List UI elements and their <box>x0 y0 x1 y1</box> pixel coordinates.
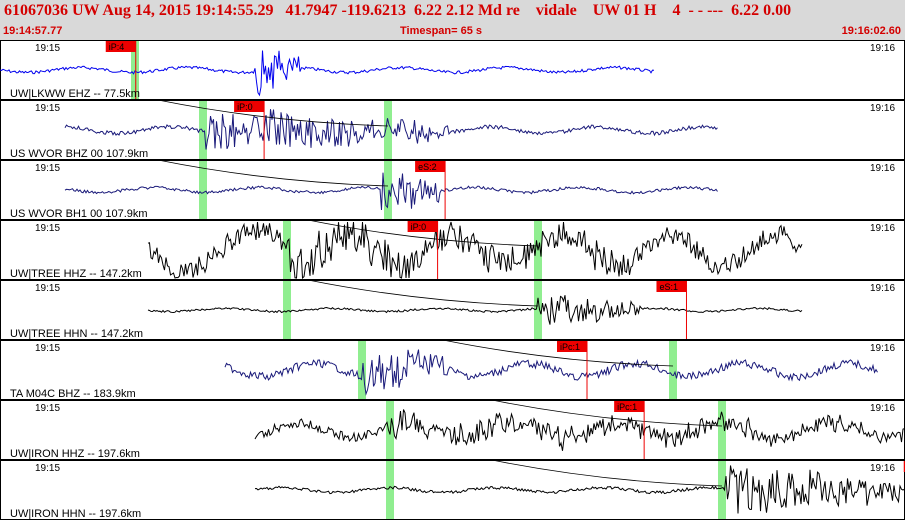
pick-flag <box>105 41 136 52</box>
station-label: UW|TREE HHN -- 147.2km <box>10 328 143 340</box>
pick-window <box>534 281 542 339</box>
start-time: 19:14:57.77 <box>3 25 63 37</box>
phase-pick[interactable]: eS:1 <box>656 281 687 339</box>
pick-window <box>384 101 392 159</box>
station-label: UW|IRON HHN -- 197.6km <box>10 508 141 520</box>
trace-row[interactable]: eS:2 19:15 19:16 UW|IRON HHN -- 197.6km <box>0 459 905 520</box>
right-time-label: 19:16 <box>870 223 895 234</box>
waveform <box>224 349 878 396</box>
travel-time-curve <box>307 219 539 247</box>
waveform <box>64 172 718 211</box>
station-label: US WVOR BHZ 00 107.9km <box>10 148 148 160</box>
pick-flag <box>557 341 587 352</box>
left-time-label: 19:15 <box>35 463 60 474</box>
waveform <box>254 465 905 514</box>
travel-time-curve <box>491 459 723 487</box>
pick-flag <box>407 221 438 232</box>
left-time-label: 19:15 <box>35 283 60 294</box>
pick-window <box>386 461 394 519</box>
pick-label: eS:2 <box>418 162 437 172</box>
right-time-label: 19:16 <box>870 103 895 114</box>
waveform <box>254 409 905 451</box>
trace-row[interactable]: iPc:1 19:15 19:16 UW|IRON HHZ -- 197.6km <box>0 399 905 460</box>
trace-row[interactable]: iP:0 19:15 19:16 UW|TREE HHZ -- 147.2km <box>0 219 905 280</box>
pick-window <box>283 221 291 279</box>
pick-window <box>199 161 207 219</box>
pick-window <box>384 161 392 219</box>
right-time-label: 19:16 <box>870 463 895 474</box>
right-time-label: 19:16 <box>870 343 895 354</box>
right-time-label: 19:16 <box>870 43 895 54</box>
left-time-label: 19:15 <box>35 103 60 114</box>
header-bar: 61067036 UW Aug 14, 2015 19:14:55.29 41.… <box>0 0 905 40</box>
station-label: UW|TREE HHZ -- 147.2km <box>10 268 142 280</box>
pick-label: iP:4 <box>109 42 125 52</box>
travel-time-curve <box>491 399 723 427</box>
pick-label: iP:0 <box>237 102 253 112</box>
pick-window <box>718 461 726 519</box>
pick-window <box>669 341 677 399</box>
event-title: 61067036 UW Aug 14, 2015 19:14:55.29 41.… <box>4 2 792 19</box>
phase-pick[interactable]: iP:0 <box>234 101 265 159</box>
pick-window <box>283 281 291 339</box>
left-time-label: 19:15 <box>35 403 60 414</box>
travel-time-curve <box>442 339 674 367</box>
pick-label: iP:0 <box>411 222 427 232</box>
waveform <box>0 50 655 97</box>
pick-flag <box>656 281 687 292</box>
end-time: 19:16:02.60 <box>841 25 901 37</box>
trace-row[interactable]: iP:4 19:15 19:16 UW|LKWW EHZ -- 77.5km <box>0 40 905 101</box>
travel-time-curve <box>307 279 539 307</box>
timespan-label: Timespan= 65 s <box>400 25 483 37</box>
waveform <box>147 295 803 325</box>
pick-window <box>718 401 726 459</box>
seismogram-panel[interactable]: iP:4 19:15 19:16 UW|LKWW EHZ -- 77.5km iP:0 1… <box>0 40 905 520</box>
pick-flag <box>234 101 265 112</box>
left-time-label: 19:15 <box>35 163 60 174</box>
pick-flag <box>614 401 645 412</box>
travel-time-curve <box>157 99 389 127</box>
trace-row[interactable]: iP:0 19:15 19:16 US WVOR BHZ 00 107.9km <box>0 99 905 160</box>
pick-flag <box>415 161 446 172</box>
phase-pick[interactable]: eS:2 <box>415 161 446 219</box>
waveform <box>147 221 803 280</box>
station-label: TA M04C BHZ -- 183.9km <box>10 388 136 400</box>
pick-window <box>131 41 139 99</box>
left-time-label: 19:15 <box>35 343 60 354</box>
trace-row[interactable]: eS:2 19:15 19:16 US WVOR BH1 00 107.9km <box>0 159 905 220</box>
pick-window <box>199 101 207 159</box>
travel-time-curve <box>157 159 389 187</box>
phase-pick[interactable]: iP:4 <box>105 41 137 99</box>
phase-pick[interactable]: iPc:1 <box>614 401 645 459</box>
pick-label: iPc:1 <box>560 342 580 352</box>
right-time-label: 19:16 <box>870 403 895 414</box>
pick-label: iPc:1 <box>617 402 637 412</box>
right-time-label: 19:16 <box>870 283 895 294</box>
trace-row[interactable]: iPc:1 19:15 19:16 TA M04C BHZ -- 183.9km <box>0 339 905 400</box>
right-time-label: 19:16 <box>870 163 895 174</box>
phase-pick[interactable]: eS:2 <box>903 461 905 519</box>
left-time-label: 19:15 <box>35 43 60 54</box>
station-label: US WVOR BH1 00 107.9km <box>10 208 148 220</box>
station-label: UW|LKWW EHZ -- 77.5km <box>10 88 140 100</box>
left-time-label: 19:15 <box>35 223 60 234</box>
waveform <box>64 109 718 150</box>
station-label: UW|IRON HHZ -- 197.6km <box>10 448 140 460</box>
pick-label: eS:1 <box>659 282 678 292</box>
trace-row[interactable]: eS:1 19:15 19:16 UW|TREE HHN -- 147.2km <box>0 279 905 340</box>
pick-flag <box>903 461 905 472</box>
phase-pick[interactable]: iP:0 <box>407 221 439 279</box>
phase-pick[interactable]: iPc:1 <box>557 341 588 399</box>
